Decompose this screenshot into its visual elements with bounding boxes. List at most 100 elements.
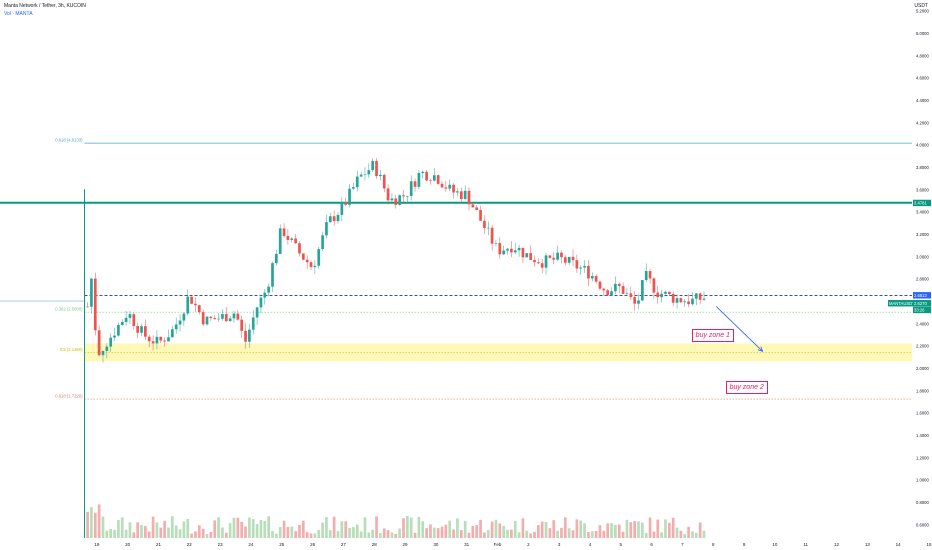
candle[interactable]	[117, 324, 120, 336]
candle[interactable]	[174, 324, 178, 330]
candle[interactable]	[571, 256, 575, 261]
candle[interactable]	[614, 283, 617, 292]
candle[interactable]	[644, 271, 648, 281]
candle[interactable]	[386, 188, 390, 201]
candle[interactable]	[563, 257, 567, 263]
candle[interactable]	[629, 293, 633, 298]
candle[interactable]	[255, 307, 259, 318]
candle[interactable]	[486, 227, 490, 229]
candle[interactable]	[506, 248, 509, 251]
candle[interactable]	[452, 184, 455, 193]
candle[interactable]	[536, 262, 540, 264]
candle[interactable]	[140, 326, 143, 333]
candle[interactable]	[660, 293, 663, 298]
candle[interactable]	[641, 280, 644, 301]
candle[interactable]	[490, 227, 494, 244]
candle[interactable]	[240, 319, 244, 331]
candle[interactable]	[309, 262, 313, 268]
candle[interactable]	[475, 207, 479, 211]
candle[interactable]	[440, 183, 444, 188]
candle[interactable]	[525, 253, 529, 258]
candle[interactable]	[687, 301, 690, 305]
candle[interactable]	[325, 222, 328, 236]
candle[interactable]	[163, 340, 166, 342]
candle[interactable]	[664, 291, 667, 294]
candle[interactable]	[282, 228, 286, 236]
candle[interactable]	[244, 330, 247, 342]
candle[interactable]	[209, 316, 213, 319]
buy-zone-1-label[interactable]: buy zone 1	[691, 328, 734, 342]
candle[interactable]	[379, 174, 382, 177]
candle[interactable]	[671, 293, 675, 303]
candle[interactable]	[421, 171, 425, 174]
candle[interactable]	[606, 290, 610, 296]
candle[interactable]	[625, 293, 629, 294]
candle[interactable]	[471, 204, 475, 208]
candle[interactable]	[147, 336, 151, 342]
candle[interactable]	[151, 341, 155, 344]
candle[interactable]	[186, 296, 190, 314]
candle[interactable]	[444, 187, 448, 189]
candle[interactable]	[621, 286, 625, 294]
candle[interactable]	[301, 253, 305, 260]
candle[interactable]	[321, 235, 324, 250]
candle[interactable]	[182, 313, 186, 321]
candle[interactable]	[251, 317, 255, 330]
candle[interactable]	[417, 173, 421, 187]
candle[interactable]	[336, 214, 340, 222]
candle[interactable]	[305, 259, 309, 263]
candle[interactable]	[105, 346, 109, 351]
candle[interactable]	[567, 256, 571, 263]
candle[interactable]	[652, 278, 656, 293]
candle[interactable]	[90, 278, 93, 307]
price-label-box[interactable]	[913, 199, 931, 207]
price-label-box[interactable]	[888, 300, 914, 307]
price-label-box[interactable]	[913, 300, 931, 307]
candle[interactable]	[459, 191, 463, 199]
candle[interactable]	[510, 248, 513, 253]
candle[interactable]	[683, 301, 687, 303]
price-label-box[interactable]	[913, 292, 931, 299]
candle[interactable]	[248, 329, 251, 342]
candle[interactable]	[602, 288, 606, 291]
candle[interactable]	[352, 187, 355, 189]
candle[interactable]	[120, 321, 124, 325]
candle[interactable]	[313, 265, 317, 268]
candle[interactable]	[467, 190, 471, 205]
target-arrow[interactable]	[716, 306, 763, 352]
candle[interactable]	[556, 252, 559, 260]
candle[interactable]	[579, 267, 583, 269]
candle[interactable]	[494, 243, 498, 244]
candle[interactable]	[101, 350, 105, 356]
candle[interactable]	[656, 292, 660, 298]
candle[interactable]	[432, 175, 436, 181]
candle[interactable]	[197, 305, 201, 313]
candle[interactable]	[679, 298, 683, 303]
candle[interactable]	[575, 260, 579, 269]
candle[interactable]	[375, 160, 378, 177]
candle[interactable]	[178, 320, 182, 325]
candle[interactable]	[132, 314, 136, 326]
candle[interactable]	[275, 253, 278, 264]
candle[interactable]	[390, 198, 394, 201]
candle[interactable]	[409, 181, 413, 197]
candle[interactable]	[548, 255, 552, 258]
candle[interactable]	[236, 313, 240, 320]
candle[interactable]	[205, 316, 209, 325]
buy-zone-1-band[interactable]	[84, 343, 912, 362]
candle[interactable]	[694, 293, 698, 299]
candle[interactable]	[402, 195, 405, 197]
candle[interactable]	[355, 176, 359, 188]
candle[interactable]	[479, 210, 482, 221]
candle[interactable]	[540, 263, 544, 268]
candle[interactable]	[213, 318, 217, 320]
candle[interactable]	[93, 278, 97, 331]
candle[interactable]	[348, 188, 351, 205]
price-label-box[interactable]	[913, 306, 931, 314]
candle[interactable]	[128, 314, 132, 318]
candle[interactable]	[155, 336, 159, 344]
candle[interactable]	[517, 247, 521, 251]
candle[interactable]	[456, 191, 459, 193]
volume-indicator-label[interactable]: Vol · MANTA	[4, 11, 33, 17]
